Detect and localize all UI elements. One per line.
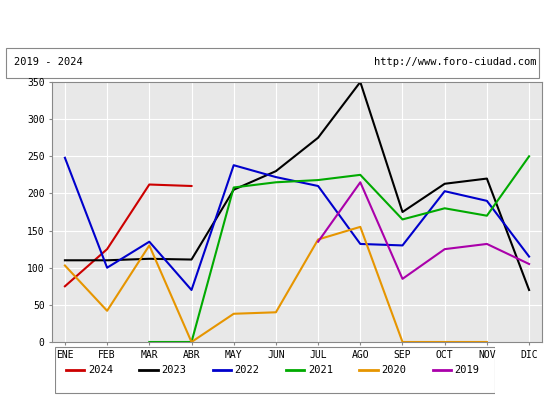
Text: 2021: 2021: [308, 365, 333, 375]
Text: http://www.foro-ciudad.com: http://www.foro-ciudad.com: [374, 57, 536, 67]
Text: 2024: 2024: [88, 365, 113, 375]
Text: 2019: 2019: [455, 365, 480, 375]
Text: 2023: 2023: [161, 365, 186, 375]
Text: Evolucion Nº Turistas Nacionales en el municipio de Valverde de los Arroyos: Evolucion Nº Turistas Nacionales en el m…: [0, 16, 550, 30]
Text: 2022: 2022: [235, 365, 260, 375]
Text: 2020: 2020: [381, 365, 406, 375]
Text: 2019 - 2024: 2019 - 2024: [14, 57, 82, 67]
Bar: [6, 48, 539, 78]
